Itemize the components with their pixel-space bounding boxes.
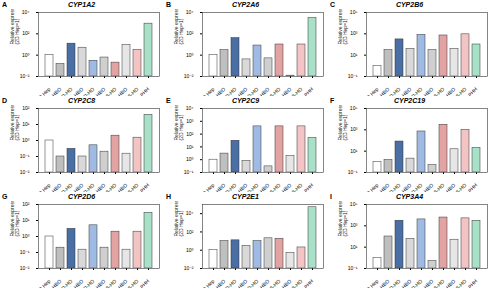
- svg-text:10³: 10³: [350, 126, 358, 132]
- svg-text:10⁴: 10⁴: [186, 105, 194, 111]
- svg-text:Relative expression(2D Hep=1): Relative expression(2D Hep=1): [173, 201, 184, 237]
- svg-text:Relative expression(2D Hep=1): Relative expression(2D Hep=1): [173, 105, 184, 141]
- svg-text:PHH: PHH: [303, 86, 315, 96]
- svg-text:10⁵: 10⁵: [350, 105, 358, 111]
- svg-text:10⁵: 10⁵: [350, 201, 358, 207]
- svg-text:10⁻¹: 10⁻¹: [184, 169, 194, 175]
- svg-text:10⁻²: 10⁻²: [184, 73, 194, 79]
- html-text:CYP2C19: CYP2C19: [393, 97, 426, 104]
- svg-text:S-HO: S-HO: [126, 86, 139, 96]
- html-text:CYP2C8: CYP2C8: [67, 97, 96, 104]
- html-text:H: H: [166, 193, 172, 200]
- svg-text:10²: 10²: [186, 30, 194, 36]
- svg-text:PHH: PHH: [467, 86, 479, 96]
- svg-text:Relative expression(2D Hep=1): Relative expression(2D Hep=1): [9, 105, 20, 141]
- svg-text:10³: 10³: [350, 30, 358, 36]
- svg-text:10¹: 10¹: [22, 217, 30, 223]
- html-text:CYP2E1: CYP2E1: [232, 193, 259, 200]
- svg-text:10⁴: 10⁴: [22, 9, 30, 15]
- html-text:C: C: [330, 1, 336, 8]
- svg-text:10⁰: 10⁰: [22, 52, 30, 58]
- svg-text:10⁻¹: 10⁻¹: [348, 73, 358, 79]
- svg-text:PHH: PHH: [467, 278, 479, 288]
- svg-text:S-HO: S-HO: [126, 182, 139, 192]
- svg-text:PHH: PHH: [139, 86, 151, 96]
- svg-text:10³: 10³: [186, 118, 194, 124]
- html-text:CYP1A2: CYP1A2: [67, 1, 96, 8]
- svg-text:10³: 10³: [350, 222, 358, 228]
- svg-text:10⁻²: 10⁻²: [20, 265, 30, 271]
- html-text:D: D: [2, 97, 8, 104]
- html-text:B: B: [166, 1, 172, 8]
- svg-text:Relative expression(2D Hep=1): Relative expression(2D Hep=1): [337, 9, 348, 45]
- svg-text:S-HO: S-HO: [290, 86, 303, 96]
- svg-text:10⁻²: 10⁻²: [184, 265, 194, 271]
- svg-text:10²: 10²: [22, 30, 30, 36]
- html-text:CYP2C9: CYP2C9: [231, 97, 260, 104]
- svg-text:10⁴: 10⁴: [186, 210, 194, 216]
- svg-text:10⁻¹: 10⁻¹: [348, 265, 358, 271]
- svg-text:PHH: PHH: [467, 182, 479, 192]
- html-text:E: E: [166, 97, 171, 104]
- html-text:CYP3A4: CYP3A4: [395, 193, 424, 200]
- svg-text:10⁻²: 10⁻²: [20, 73, 30, 79]
- html-text:F: F: [330, 97, 335, 104]
- svg-text:S-HO: S-HO: [454, 278, 467, 288]
- svg-text:10⁴: 10⁴: [186, 9, 194, 15]
- html-text:CYP2A6: CYP2A6: [231, 1, 260, 8]
- html-text:A: A: [2, 1, 8, 8]
- svg-text:Relative expression(2D Hep=1): Relative expression(2D Hep=1): [337, 201, 348, 237]
- svg-text:10⁻¹: 10⁻¹: [20, 153, 30, 159]
- svg-text:10⁻²: 10⁻²: [20, 169, 30, 175]
- svg-text:S-HO: S-HO: [454, 86, 467, 96]
- svg-text:10⁻¹: 10⁻¹: [348, 169, 358, 175]
- svg-text:10⁰: 10⁰: [186, 156, 194, 162]
- svg-text:10⁰: 10⁰: [186, 247, 194, 253]
- svg-text:PHH: PHH: [139, 182, 151, 192]
- html-text:I: I: [330, 193, 332, 200]
- svg-text:10²: 10²: [186, 131, 194, 137]
- html-text:G: G: [2, 193, 8, 200]
- svg-text:10¹: 10¹: [350, 244, 358, 250]
- svg-text:10²: 10²: [22, 105, 30, 111]
- svg-text:S-HO: S-HO: [290, 278, 303, 288]
- svg-text:Relative expression(2D Hep=1): Relative expression(2D Hep=1): [173, 9, 184, 45]
- svg-text:PHH: PHH: [303, 278, 315, 288]
- html-text:CYP2B6: CYP2B6: [395, 1, 424, 8]
- svg-text:Relative expression(2D Hep=1): Relative expression(2D Hep=1): [337, 105, 348, 141]
- svg-text:10¹: 10¹: [350, 148, 358, 154]
- svg-text:10¹: 10¹: [350, 52, 358, 58]
- svg-text:S-HO: S-HO: [126, 278, 139, 288]
- svg-text:10⁻¹: 10⁻¹: [20, 249, 30, 255]
- svg-text:PHH: PHH: [139, 278, 151, 288]
- svg-text:10⁵: 10⁵: [350, 9, 358, 15]
- svg-text:S-HO: S-HO: [454, 182, 467, 192]
- svg-text:10¹: 10¹: [22, 121, 30, 127]
- svg-text:Relative expression(2D Hep=1): Relative expression(2D Hep=1): [9, 9, 20, 45]
- svg-text:10⁰: 10⁰: [186, 52, 194, 58]
- svg-text:10⁰: 10⁰: [22, 137, 30, 143]
- svg-text:10¹: 10¹: [186, 144, 194, 150]
- html-text:CYP2D6: CYP2D6: [67, 193, 96, 200]
- svg-text:Relative expression(2D Hep=1): Relative expression(2D Hep=1): [9, 201, 20, 237]
- svg-text:10²: 10²: [186, 229, 194, 235]
- svg-text:10²: 10²: [22, 201, 30, 207]
- svg-text:S-HO: S-HO: [290, 182, 303, 192]
- svg-text:10⁰: 10⁰: [22, 233, 30, 239]
- svg-text:PHH: PHH: [303, 182, 315, 192]
